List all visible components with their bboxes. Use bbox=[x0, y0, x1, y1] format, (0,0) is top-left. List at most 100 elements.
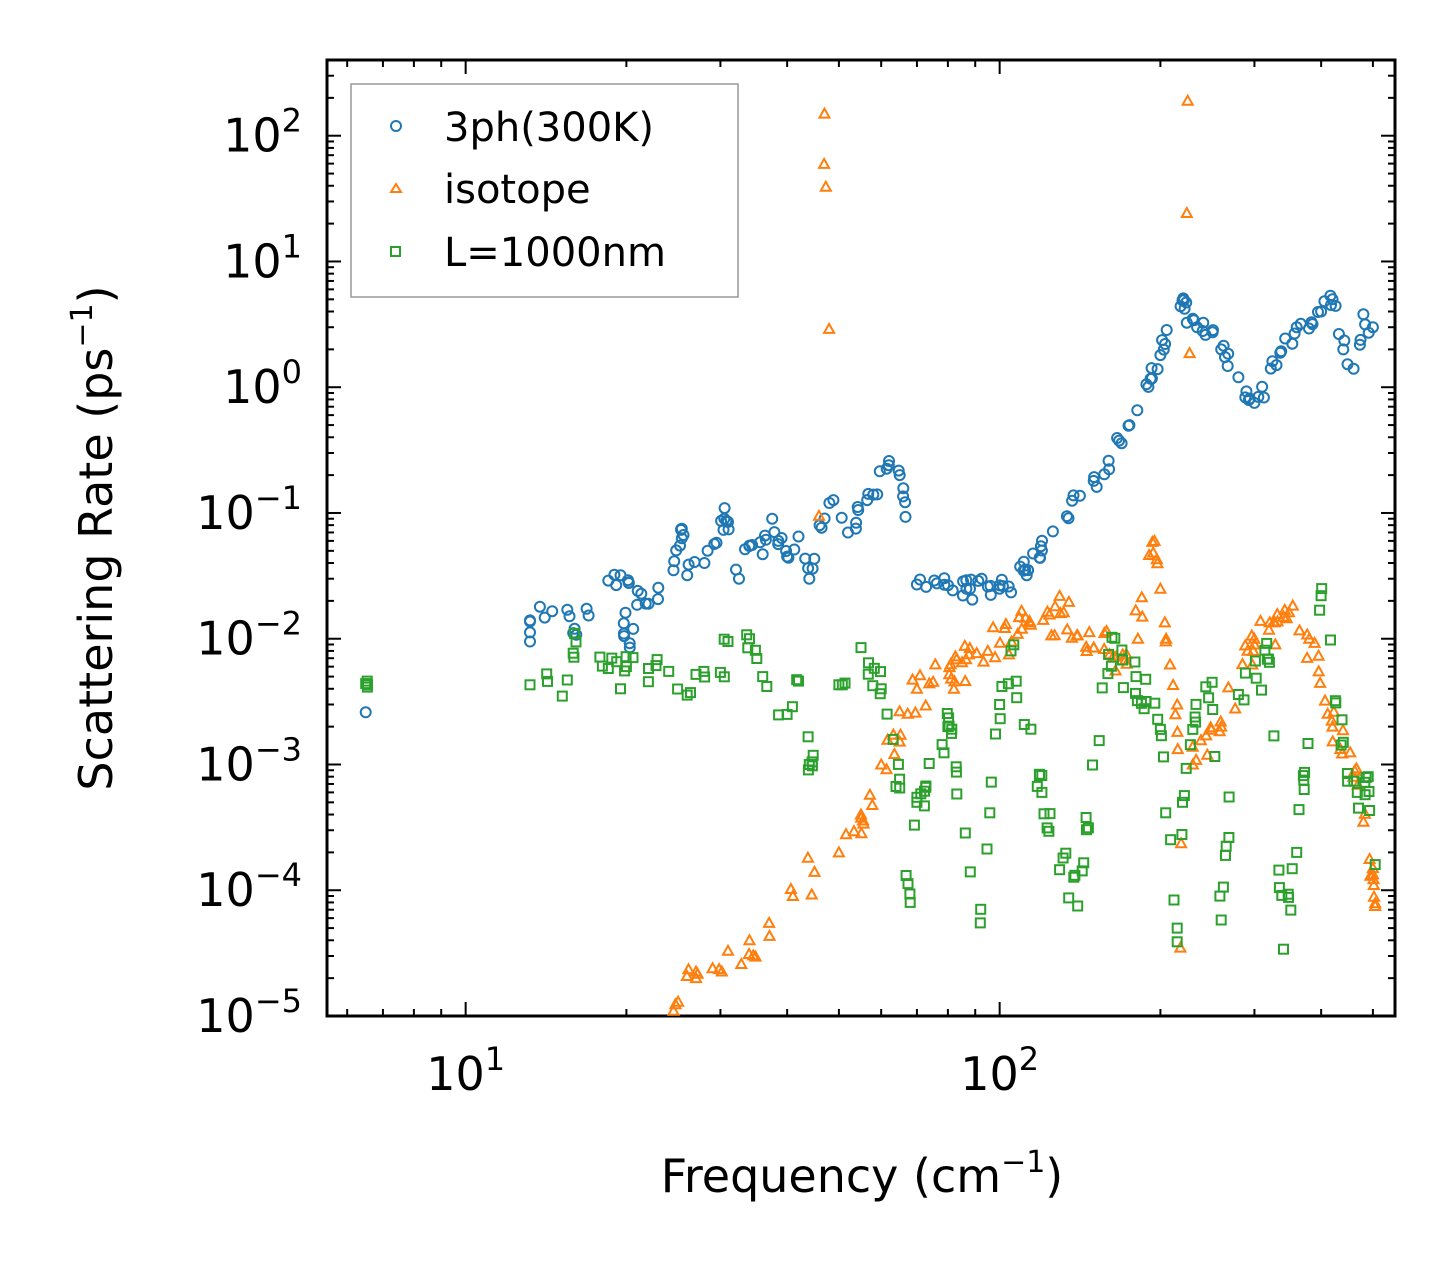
data-point-isotope bbox=[1135, 609, 1149, 622]
data-point-3ph-300k- bbox=[524, 626, 536, 639]
data-point-3ph-300k- bbox=[1286, 337, 1299, 350]
data-point-3ph-300k- bbox=[851, 501, 864, 513]
data-point-l-1000nm bbox=[894, 773, 906, 785]
data-point-l-1000nm bbox=[1043, 825, 1055, 837]
data-point-l-1000nm bbox=[1063, 892, 1075, 904]
data-point-isotope bbox=[1253, 613, 1268, 626]
data-point-l-1000nm bbox=[1341, 768, 1353, 779]
y-tick-label: 10−1 bbox=[196, 479, 302, 540]
data-point-isotope bbox=[1282, 605, 1296, 618]
data-point-l-1000nm bbox=[1184, 739, 1196, 751]
data-point-3ph-300k- bbox=[359, 706, 372, 719]
data-point-l-1000nm bbox=[1285, 904, 1297, 916]
data-point-3ph-300k- bbox=[652, 581, 665, 594]
data-point-l-1000nm bbox=[1239, 667, 1251, 679]
data-point-isotope bbox=[1057, 605, 1071, 618]
data-point-isotope bbox=[1158, 615, 1172, 628]
data-point-3ph-300k- bbox=[995, 573, 1008, 586]
data-point-isotope bbox=[817, 106, 832, 119]
data-point-l-1000nm bbox=[874, 688, 886, 700]
data-point-3ph-300k- bbox=[1217, 339, 1230, 352]
data-point-3ph-300k- bbox=[768, 526, 781, 539]
data-point-isotope bbox=[919, 698, 933, 711]
data-point-l-1000nm bbox=[1353, 802, 1364, 814]
data-point-isotope bbox=[947, 681, 961, 694]
data-point-isotope bbox=[705, 961, 720, 974]
data-point-l-1000nm bbox=[1325, 634, 1336, 646]
data-point-3ph-300k- bbox=[938, 578, 951, 591]
data-point-l-1000nm bbox=[1178, 790, 1190, 802]
data-point-l-1000nm bbox=[681, 689, 693, 701]
data-point-isotope bbox=[856, 816, 871, 829]
legend-box bbox=[350, 83, 739, 298]
data-point-l-1000nm bbox=[620, 651, 632, 663]
data-point-3ph-300k- bbox=[722, 523, 735, 536]
data-point-l-1000nm bbox=[1160, 807, 1172, 819]
data-point-3ph-300k- bbox=[899, 510, 912, 523]
data-point-3ph-300k- bbox=[670, 544, 683, 557]
data-point-isotope bbox=[847, 824, 861, 837]
data-point-isotope bbox=[1079, 639, 1093, 652]
data-point-isotope bbox=[928, 657, 942, 670]
data-point-l-1000nm bbox=[627, 652, 639, 664]
data-point-3ph-300k- bbox=[1090, 480, 1103, 493]
data-point-isotope bbox=[1150, 552, 1164, 565]
data-point-isotope bbox=[1180, 205, 1194, 218]
data-point-3ph-300k- bbox=[892, 464, 905, 477]
data-point-3ph-300k- bbox=[835, 511, 848, 524]
data-point-l-1000nm bbox=[1129, 656, 1141, 668]
data-point-3ph-300k- bbox=[914, 573, 926, 586]
data-point-3ph-300k- bbox=[960, 582, 973, 595]
data-point-l-1000nm bbox=[1068, 871, 1080, 883]
data-point-l-1000nm bbox=[1176, 829, 1188, 840]
data-point-isotope bbox=[1189, 752, 1203, 765]
data-point-3ph-300k- bbox=[617, 617, 630, 630]
data-point-isotope bbox=[856, 813, 870, 826]
data-point-isotope bbox=[1129, 603, 1143, 616]
data-point-l-1000nm bbox=[1291, 846, 1303, 858]
data-point-isotope bbox=[762, 915, 776, 928]
data-point-3ph-300k- bbox=[1067, 489, 1080, 502]
legend-label-l1000nm: L=1000nm bbox=[444, 230, 666, 276]
data-point-3ph-300k- bbox=[1113, 434, 1126, 447]
data-point-3ph-300k- bbox=[1180, 316, 1193, 329]
data-point-isotope bbox=[958, 673, 972, 686]
data-point-l-1000nm bbox=[1268, 730, 1280, 742]
data-point-l-1000nm bbox=[1154, 723, 1166, 735]
data-point-3ph-300k- bbox=[715, 514, 728, 527]
data-point-l-1000nm bbox=[1131, 695, 1143, 707]
data-point-l-1000nm bbox=[1278, 943, 1289, 955]
data-point-l-1000nm bbox=[1018, 719, 1030, 730]
data-point-3ph-300k- bbox=[1017, 555, 1030, 568]
data-point-l-1000nm bbox=[672, 683, 684, 695]
data-point-l-1000nm bbox=[1215, 914, 1227, 926]
data-point-3ph-300k- bbox=[608, 568, 621, 581]
data-point-isotope bbox=[1145, 534, 1160, 547]
data-point-3ph-300k- bbox=[1288, 327, 1301, 340]
data-point-isotope bbox=[1168, 707, 1183, 720]
data-point-l-1000nm bbox=[1155, 730, 1167, 742]
data-point-3ph-300k- bbox=[960, 574, 973, 587]
data-point-3ph-300k- bbox=[873, 465, 886, 478]
data-point-3ph-300k- bbox=[861, 494, 874, 507]
data-point-3ph-300k- bbox=[610, 579, 623, 592]
data-point-l-1000nm bbox=[1082, 822, 1094, 834]
data-point-3ph-300k- bbox=[1362, 326, 1375, 339]
data-point-l-1000nm bbox=[615, 683, 626, 695]
data-point-isotope bbox=[1002, 647, 1016, 660]
data-point-l-1000nm bbox=[1214, 890, 1226, 902]
legend-marker-l1000nm bbox=[390, 246, 401, 257]
data-point-l-1000nm bbox=[698, 665, 710, 677]
axis-ticks: 101 102 102 101 100 10−1 10−2 10−3 10−4 10−5 bbox=[196, 59, 1395, 1101]
data-point-l-1000nm bbox=[1033, 768, 1045, 780]
data-point-isotope bbox=[1343, 745, 1357, 758]
data-point-3ph-300k- bbox=[996, 580, 1009, 593]
data-point-3ph-300k- bbox=[928, 574, 941, 587]
data-point-3ph-300k- bbox=[580, 602, 593, 615]
data-point-3ph-300k- bbox=[582, 609, 595, 622]
data-point-isotope bbox=[901, 706, 915, 719]
data-point-l-1000nm bbox=[1081, 824, 1092, 836]
data-point-l-1000nm bbox=[1109, 632, 1121, 644]
data-point-isotope bbox=[1214, 714, 1228, 727]
data-point-isotope bbox=[1011, 626, 1025, 639]
